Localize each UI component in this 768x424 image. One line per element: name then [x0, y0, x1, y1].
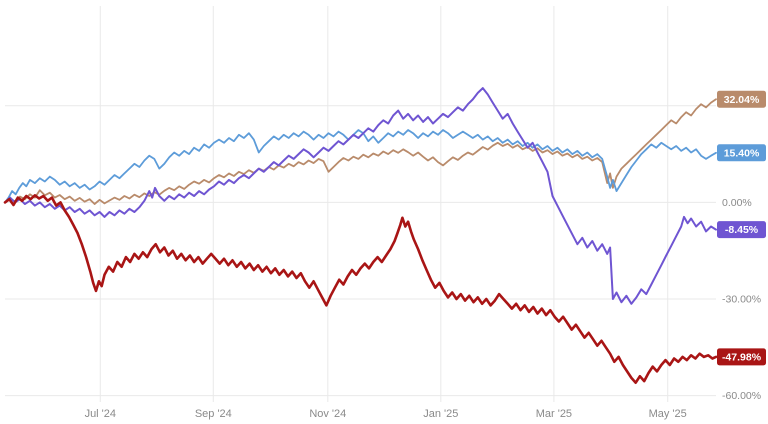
x-axis-label: Jul '24	[85, 408, 116, 420]
last-value-badge-label-purple: -8.45%	[725, 224, 759, 236]
last-value-badge-label-red: -47.98%	[722, 352, 762, 364]
x-axis-label: Mar '25	[536, 408, 572, 420]
x-axis-label: Jan '25	[423, 408, 458, 420]
series-line-purple	[4, 87, 717, 305]
last-value-badge-red	[717, 348, 766, 366]
last-value-badge-blue	[717, 144, 766, 162]
last-value-badge-tan	[717, 90, 766, 108]
y-axis-label: 0.00%	[722, 197, 752, 209]
last-value-badge-purple	[717, 221, 766, 239]
series-line-red	[3, 194, 718, 384]
last-value-badge-label-tan: 32.04%	[724, 94, 760, 106]
y-axis-label: -30.00%	[722, 294, 761, 306]
series-line-blue	[4, 129, 717, 204]
last-value-badge-label-blue: 15.40%	[724, 147, 760, 159]
x-axis-label: Sep '24	[195, 408, 232, 420]
x-axis-label: May '25	[649, 408, 687, 420]
y-axis-label: -60.00%	[722, 390, 761, 402]
x-axis-label: Nov '24	[309, 408, 346, 420]
